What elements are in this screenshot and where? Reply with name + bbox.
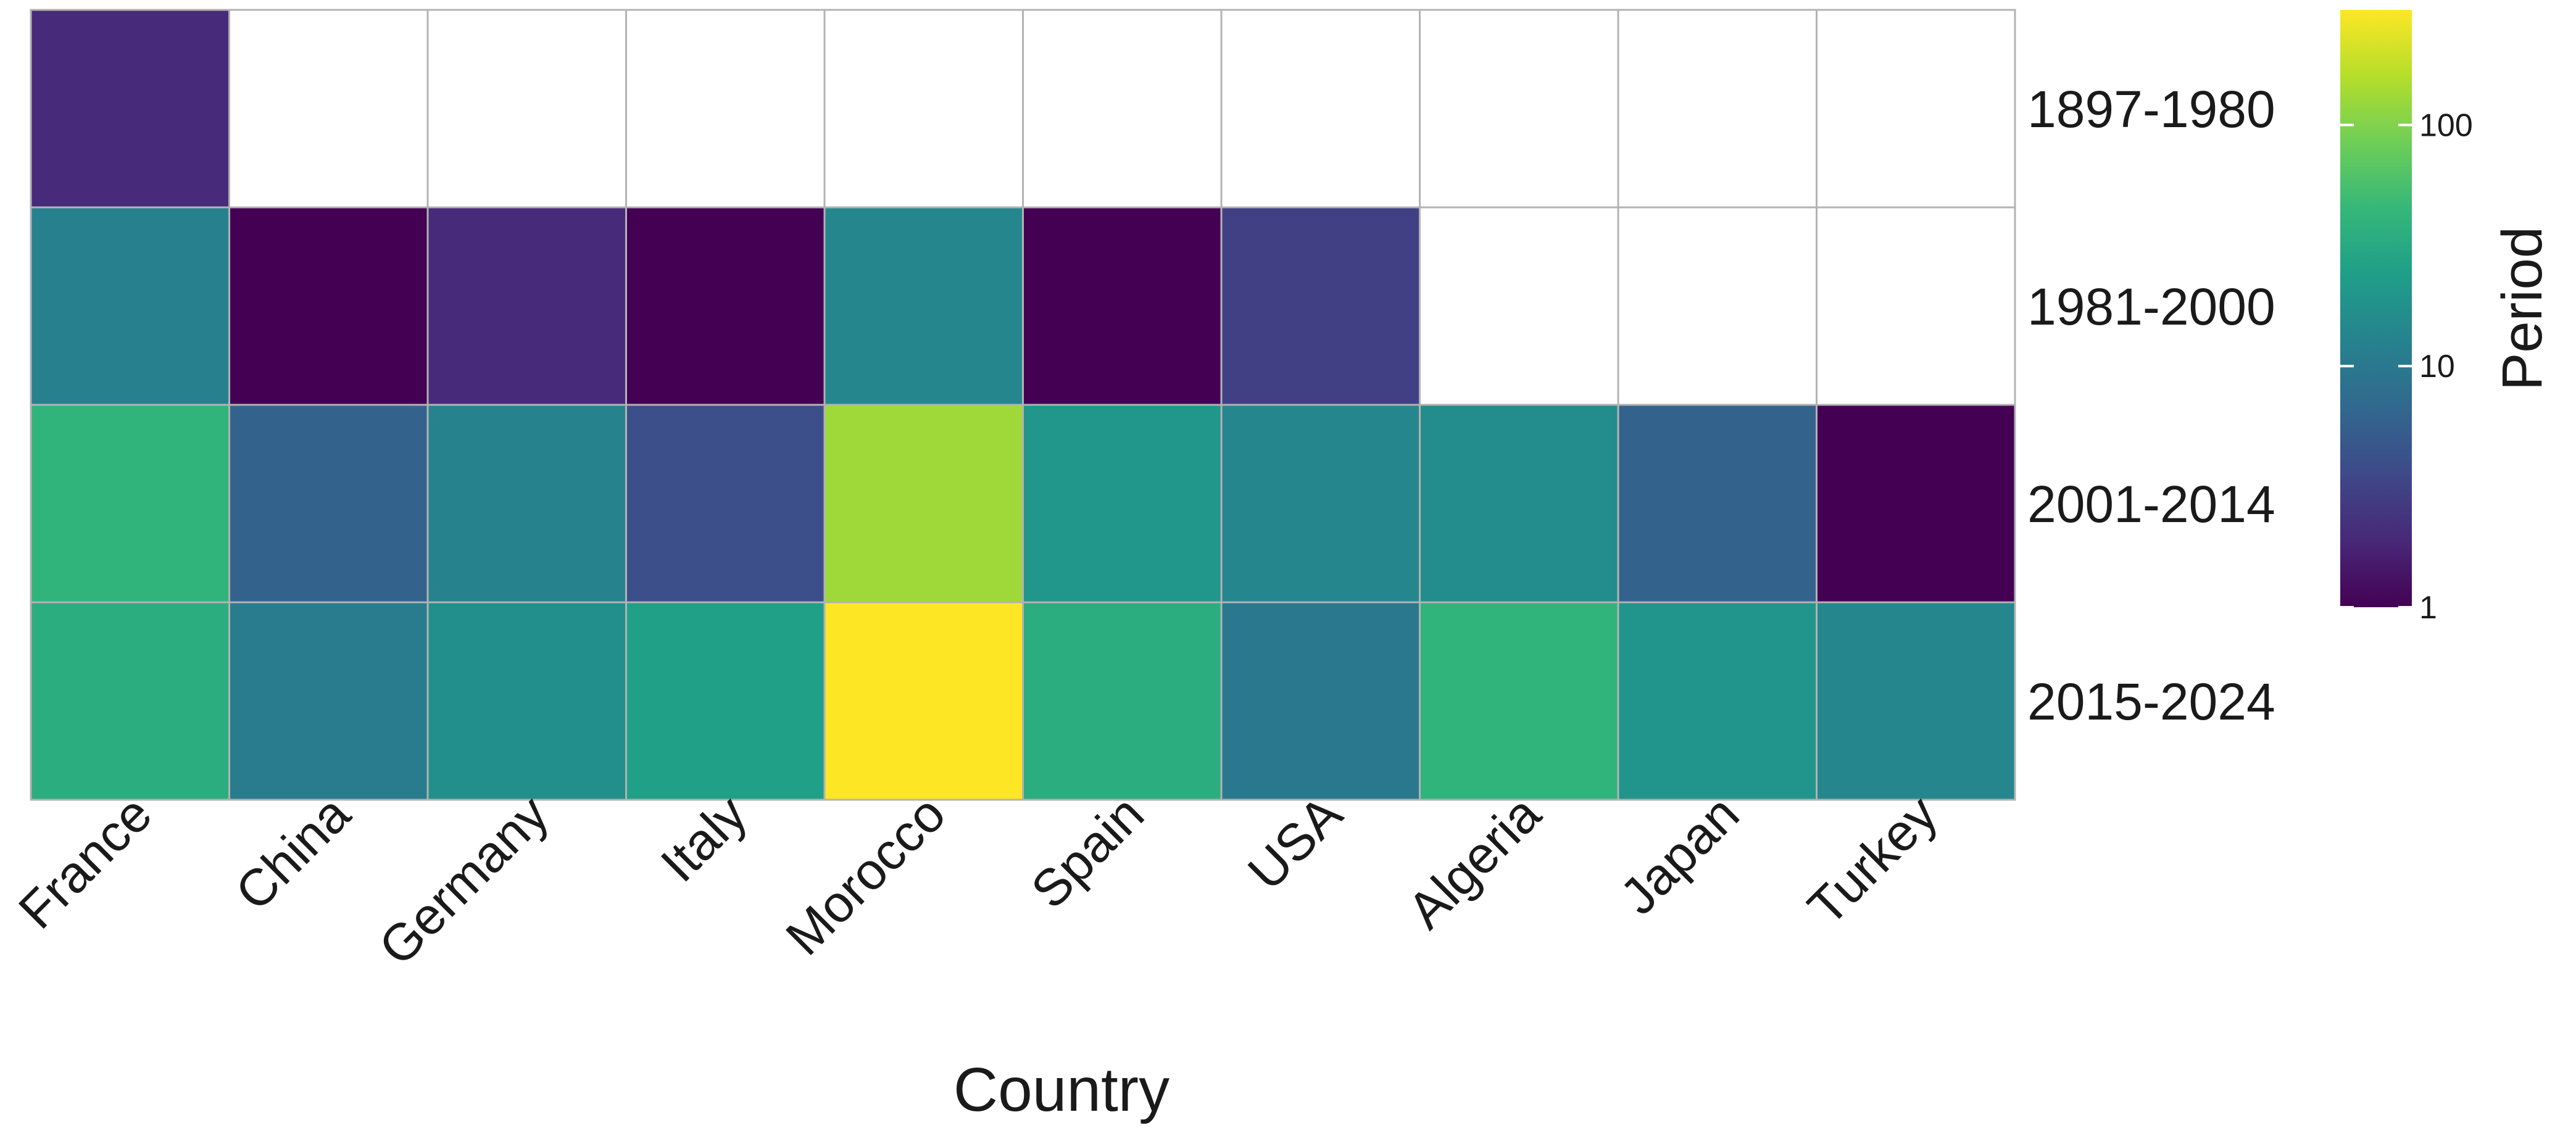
heatmap-cell (1022, 404, 1223, 604)
y-tick-label: 1897-1980 (2027, 80, 2275, 138)
legend-title: Period (2491, 226, 2554, 391)
heatmap-cell (1220, 404, 1421, 604)
heatmap-cell (1419, 9, 1619, 209)
heatmap-cell (625, 206, 826, 406)
heatmap-cell (625, 601, 826, 801)
heatmap-cell (1617, 206, 1818, 406)
heatmap-cell (1617, 9, 1818, 209)
heatmap-cell (1419, 601, 1619, 801)
heatmap-cell (1816, 206, 2016, 406)
x-tick-label: Germany (368, 784, 560, 976)
legend-colorbar (2340, 10, 2412, 607)
heatmap-cell (823, 404, 1024, 604)
heatmap-cell (426, 404, 627, 604)
y-tick-label: 1981-2000 (2027, 278, 2275, 336)
heatmap-cell (823, 9, 1024, 209)
heatmap-cell (1220, 206, 1421, 406)
heatmap-cell (1816, 9, 2016, 209)
heatmap-cells (30, 9, 2016, 801)
heatmap-cell (228, 601, 429, 801)
heatmap-cell (426, 206, 627, 406)
legend-tick-label: 10 (2419, 349, 2455, 384)
x-tick-label: Japan (1609, 784, 1750, 925)
heatmap-cell (1022, 9, 1223, 209)
heatmap-cell (1419, 404, 1619, 604)
heatmap-cell (30, 206, 230, 406)
heatmap-cell (625, 404, 826, 604)
y-tick-label: 2001-2014 (2027, 475, 2275, 533)
heatmap-cell (1220, 601, 1421, 801)
y-tick-label: 2015-2024 (2027, 673, 2275, 731)
heatmap-cell (1419, 206, 1619, 406)
heatmap-cell (30, 9, 230, 209)
heatmap-cell (426, 601, 627, 801)
legend-ticks: 1 10 100 (2340, 107, 2473, 626)
x-tick-label: Turkey (1797, 784, 1948, 936)
heatmap-cell (30, 601, 230, 801)
heatmap-cell (228, 404, 429, 604)
x-tick-label: Spain (1020, 784, 1155, 919)
x-tick-label: France (7, 784, 162, 939)
x-tick-label: Morocco (775, 784, 956, 966)
x-tick-label: China (224, 784, 361, 921)
heatmap-cell (1220, 9, 1421, 209)
heatmap-cell (823, 601, 1024, 801)
color-legend: 1 10 100 Period (2340, 10, 2554, 626)
x-tick-label: Italy (650, 784, 758, 892)
heatmap-cell (1816, 601, 2016, 801)
heatmap-cell (228, 206, 429, 406)
heatmap-cell (1617, 404, 1818, 604)
heatmap-cell (30, 404, 230, 604)
y-tick-labels: 1897-1980 1981-2000 2001-2014 2015-2024 (2027, 80, 2275, 731)
heatmap-cell (823, 206, 1024, 406)
heatmap-cell (1022, 206, 1223, 406)
x-axis-title: Country (954, 1055, 1170, 1124)
x-tick-label: Algeria (1397, 784, 1552, 940)
legend-tick-label: 100 (2419, 107, 2473, 143)
heatmap-cell (1022, 601, 1223, 801)
heatmap-cell (426, 9, 627, 209)
heatmap-cell (1816, 404, 2016, 604)
x-tick-label: USA (1237, 784, 1353, 901)
x-tick-labels: France China Germany Italy Morocco Spain USA Al… (7, 784, 1948, 976)
heatmap-cell (228, 9, 429, 209)
heatmap-cell (1617, 601, 1818, 801)
heatmap-cell (625, 9, 826, 209)
legend-tick-label: 1 (2419, 590, 2437, 626)
